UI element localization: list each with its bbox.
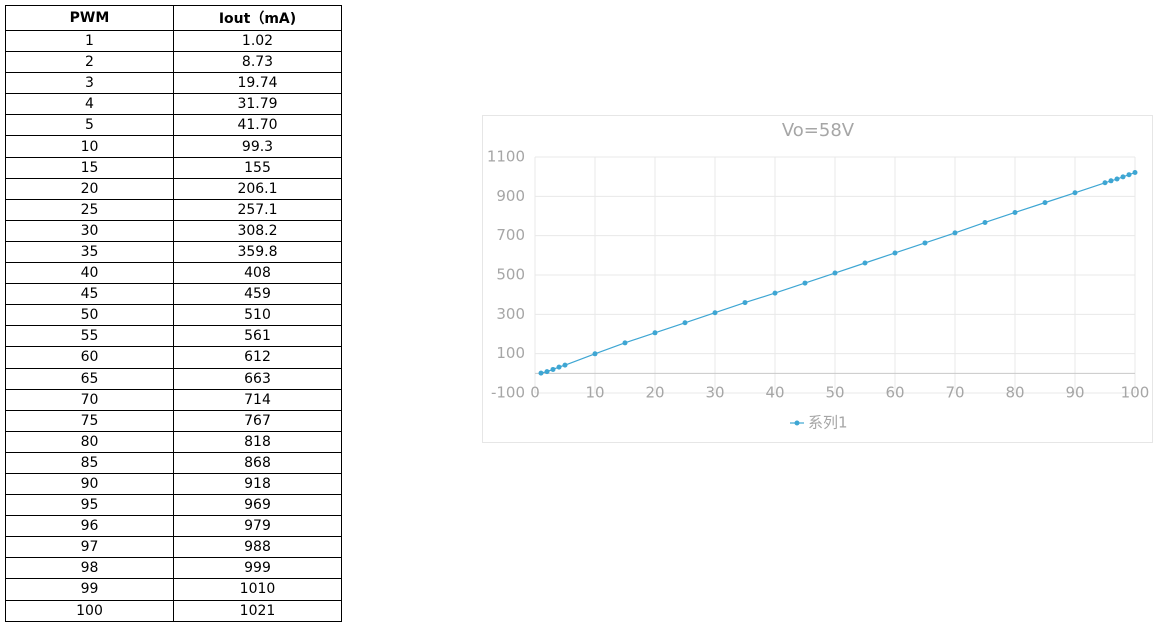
data-point	[538, 370, 544, 376]
data-point	[742, 300, 748, 306]
chart-title: Vo=58V	[782, 120, 855, 141]
table-row: 65 663	[5, 367, 342, 390]
data-point	[652, 330, 658, 336]
data-point	[1012, 209, 1018, 215]
x-tick-label: 0	[530, 384, 540, 402]
table-row: 80 818	[5, 430, 342, 453]
table-cell: 1010	[173, 578, 342, 601]
table-cell: 85	[5, 451, 174, 474]
table-row: 4 31.79	[5, 93, 342, 116]
data-point	[952, 230, 958, 236]
data-point	[892, 250, 898, 256]
table-cell: 95	[5, 494, 174, 517]
table-row: 55 561	[5, 325, 342, 348]
data-point	[1132, 170, 1138, 176]
data-point	[592, 351, 598, 357]
data-point	[1114, 176, 1120, 182]
x-tick-label: 90	[1065, 384, 1084, 402]
data-point	[862, 260, 868, 266]
table-cell: 100	[5, 599, 174, 622]
data-point	[1072, 190, 1078, 196]
data-point	[622, 340, 628, 346]
table-cell: 65	[5, 367, 174, 390]
table-cell: 10	[5, 135, 174, 158]
table-row: 90 918	[5, 472, 342, 496]
y-tick-label: 900	[496, 187, 525, 205]
y-tick-label: -100	[491, 384, 525, 402]
table-cell: 561	[173, 325, 342, 348]
x-tick-label: 40	[765, 384, 784, 402]
data-table: PWM Iout（mA) 1 1.02 2 8.73 3 19.74 4 31.79 5 41.70 1…	[5, 5, 342, 622]
y-tick-label: 700	[496, 226, 525, 244]
data-point	[550, 366, 556, 372]
table-row: 20 206.1	[5, 177, 342, 200]
table-row: 25 257.1	[5, 198, 342, 221]
header-cell: Iout（mA)	[173, 5, 342, 31]
x-tick-label: 20	[645, 384, 664, 402]
x-tick-label: 100	[1121, 384, 1150, 402]
table-cell: 969	[173, 494, 342, 517]
x-tick-label: 60	[885, 384, 904, 402]
table-row: 99 1010	[5, 578, 342, 601]
legend-marker	[794, 420, 800, 426]
table-row: 100 1021	[5, 599, 342, 622]
table-row: 50 510	[5, 304, 342, 327]
x-tick-label: 50	[825, 384, 844, 402]
y-tick-label: 1100	[487, 148, 525, 166]
table-cell: 15	[5, 156, 174, 179]
data-point	[922, 240, 928, 246]
table-cell: 257.1	[173, 198, 342, 221]
data-point	[562, 362, 568, 368]
x-tick-label: 10	[585, 384, 604, 402]
legend-label: 系列1	[808, 414, 848, 432]
y-tick-label: 100	[496, 344, 525, 362]
data-point	[982, 219, 988, 225]
header-row: PWM Iout（mA)	[5, 5, 342, 31]
data-point	[832, 270, 838, 276]
table-cell: 1021	[173, 599, 342, 622]
table-cell: 979	[173, 515, 342, 538]
table-row: 10 99.3	[5, 135, 342, 158]
header-cell: PWM	[5, 5, 174, 31]
data-point	[772, 290, 778, 296]
data-point	[1042, 200, 1048, 206]
data-point	[712, 310, 718, 316]
table-row: 2 8.73	[5, 51, 342, 74]
y-tick-label: 300	[496, 305, 525, 323]
table-cell: 714	[173, 388, 342, 411]
table-row: 15 155	[5, 156, 342, 179]
y-tick-label: 500	[496, 266, 525, 284]
data-line	[540, 171, 1136, 374]
table-row: 70 714	[5, 388, 342, 411]
table-row: 45 459	[5, 283, 342, 306]
data-point	[1120, 174, 1126, 180]
data-point	[556, 364, 562, 370]
data-point	[1102, 180, 1108, 186]
table-row: 98 999	[5, 557, 342, 580]
table-cell: 35	[5, 240, 174, 264]
table-cell: 206.1	[173, 177, 342, 200]
x-tick-label: 80	[1005, 384, 1024, 402]
table-row: 95 969	[5, 494, 342, 517]
x-tick-label: 30	[705, 384, 724, 402]
data-point	[1108, 178, 1114, 184]
table-cell: 510	[173, 304, 342, 327]
data-point	[544, 369, 550, 375]
table-row: 97 988	[5, 536, 342, 559]
data-point	[682, 320, 688, 326]
data-point	[1126, 172, 1132, 178]
table-cell: 459	[173, 283, 342, 306]
x-tick-label: 70	[945, 384, 964, 402]
table-cell: 818	[173, 430, 342, 453]
data-point	[802, 280, 808, 286]
